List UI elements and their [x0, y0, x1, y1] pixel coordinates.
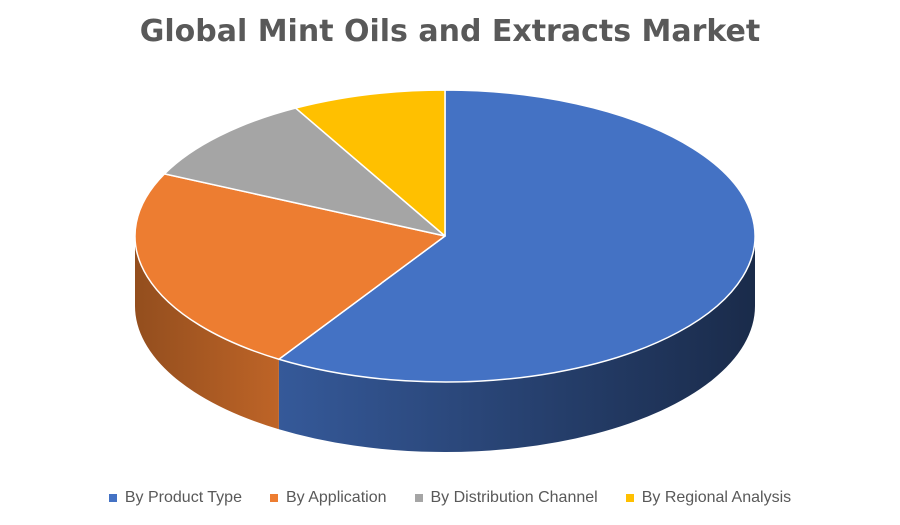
pie-slice-by-regional-analysis[interactable] — [294, 89, 446, 237]
chart-legend: By Product Type By Application By Distribu… — [0, 489, 900, 507]
legend-item-by-distribution-channel[interactable]: By Distribution Channel — [414, 489, 598, 507]
pie-side-by-product-type — [278, 236, 755, 452]
legend-item-by-application[interactable]: By Application — [269, 489, 387, 507]
legend-item-by-regional-analysis[interactable]: By Regional Analysis — [625, 489, 792, 507]
legend-swatch — [108, 494, 117, 502]
legend-item-by-product-type[interactable]: By Product Type — [108, 489, 242, 507]
pie-slice-by-application[interactable] — [134, 173, 446, 361]
pie-slice-by-distribution-channel[interactable] — [163, 107, 446, 237]
legend-swatch — [269, 494, 278, 502]
chart-title: Global Mint Oils and Extracts Market — [139, 14, 761, 49]
pie-side-by-application — [135, 236, 279, 430]
legend-label: By Distribution Channel — [430, 489, 598, 506]
legend-swatch — [414, 494, 423, 502]
legend-label: By Product Type — [124, 489, 242, 506]
legend-swatch — [625, 494, 634, 502]
legend-label: By Regional Analysis — [641, 489, 792, 506]
legend-label: By Application — [285, 489, 387, 506]
pie-slice-by-product-type[interactable] — [278, 89, 756, 383]
